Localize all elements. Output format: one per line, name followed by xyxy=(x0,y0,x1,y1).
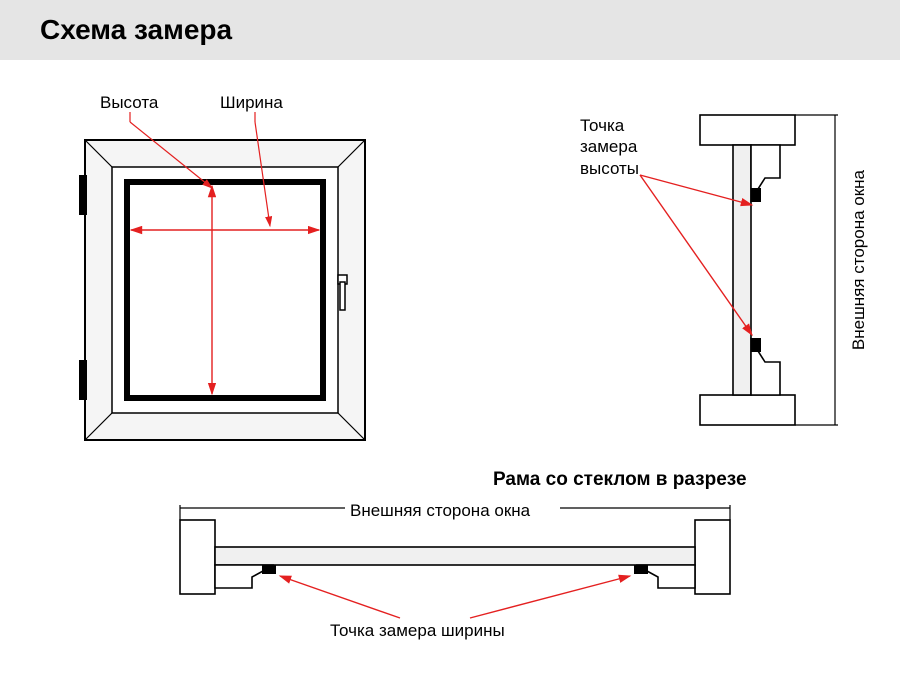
section-title: Рама со стеклом в разрезе xyxy=(493,468,747,492)
label-width: Ширина xyxy=(220,92,283,113)
label-height: Высота xyxy=(100,92,158,113)
side-callouts xyxy=(640,175,752,335)
page-title: Схема замера xyxy=(40,14,232,46)
front-window-dimensions xyxy=(131,186,319,394)
side-section xyxy=(700,115,838,425)
bottom-callouts xyxy=(280,576,630,618)
label-outer-side: Внешняя сторона окна xyxy=(350,500,530,521)
header-bar: Схема замера xyxy=(0,0,900,60)
label-height-point: Точка замера высоты xyxy=(580,115,639,179)
front-callouts xyxy=(130,112,270,226)
front-window xyxy=(79,140,365,440)
label-outer-side-vertical: Внешняя сторона окна xyxy=(848,170,869,350)
diagram-area: Высота Ширина Точка замера высоты Внешня… xyxy=(0,60,900,685)
diagram-svg xyxy=(0,60,900,685)
label-width-point: Точка замера ширины xyxy=(330,620,505,641)
